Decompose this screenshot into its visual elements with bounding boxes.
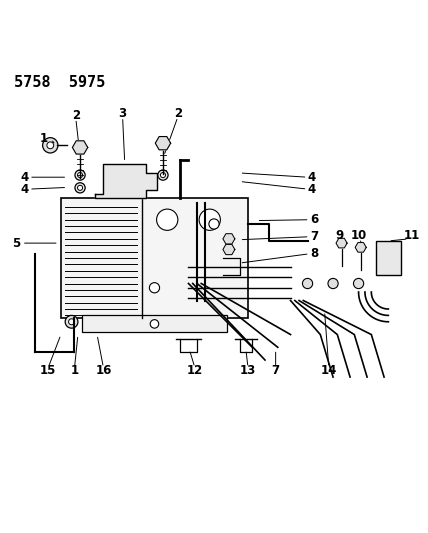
Text: 6: 6 [310,213,318,226]
Circle shape [199,209,220,230]
Text: 12: 12 [187,364,203,377]
Circle shape [354,278,364,288]
Text: 1: 1 [71,364,79,377]
Bar [82,316,227,333]
Circle shape [47,142,54,149]
Text: 4: 4 [308,183,316,197]
Text: 10: 10 [351,229,367,243]
Circle shape [157,209,178,230]
Text: 9: 9 [335,229,344,243]
Text: 2: 2 [72,109,80,122]
Polygon shape [223,244,235,255]
Text: 7: 7 [310,230,318,243]
Text: 5: 5 [12,237,21,249]
Circle shape [65,316,78,328]
Circle shape [149,282,160,293]
Polygon shape [336,238,347,248]
Text: 11: 11 [404,229,420,243]
Text: 4: 4 [21,171,29,184]
Circle shape [303,278,312,288]
Text: 13: 13 [240,364,256,377]
Circle shape [77,173,83,177]
Circle shape [209,219,219,229]
Circle shape [328,278,338,288]
Text: 4: 4 [308,171,316,184]
Text: 14: 14 [321,364,337,377]
Circle shape [43,138,58,153]
Bar [376,241,401,275]
Text: 4: 4 [21,183,29,197]
Circle shape [158,170,168,180]
Circle shape [132,183,143,193]
Circle shape [75,183,85,193]
Polygon shape [223,233,235,244]
Text: 16: 16 [95,364,112,377]
Polygon shape [355,243,366,252]
Text: 8: 8 [310,247,318,260]
Text: 15: 15 [40,364,56,377]
Polygon shape [155,136,171,150]
Text: 5758  5975: 5758 5975 [14,75,105,90]
Polygon shape [72,141,88,154]
Circle shape [160,173,166,177]
Text: 2: 2 [174,107,182,120]
Text: 7: 7 [272,364,280,377]
Circle shape [68,319,74,325]
Circle shape [75,170,85,180]
Circle shape [150,320,159,328]
Bar [61,198,248,318]
Circle shape [77,185,83,190]
Text: 1: 1 [40,132,48,146]
Polygon shape [95,165,157,198]
Text: 3: 3 [119,107,127,120]
Circle shape [113,169,128,185]
